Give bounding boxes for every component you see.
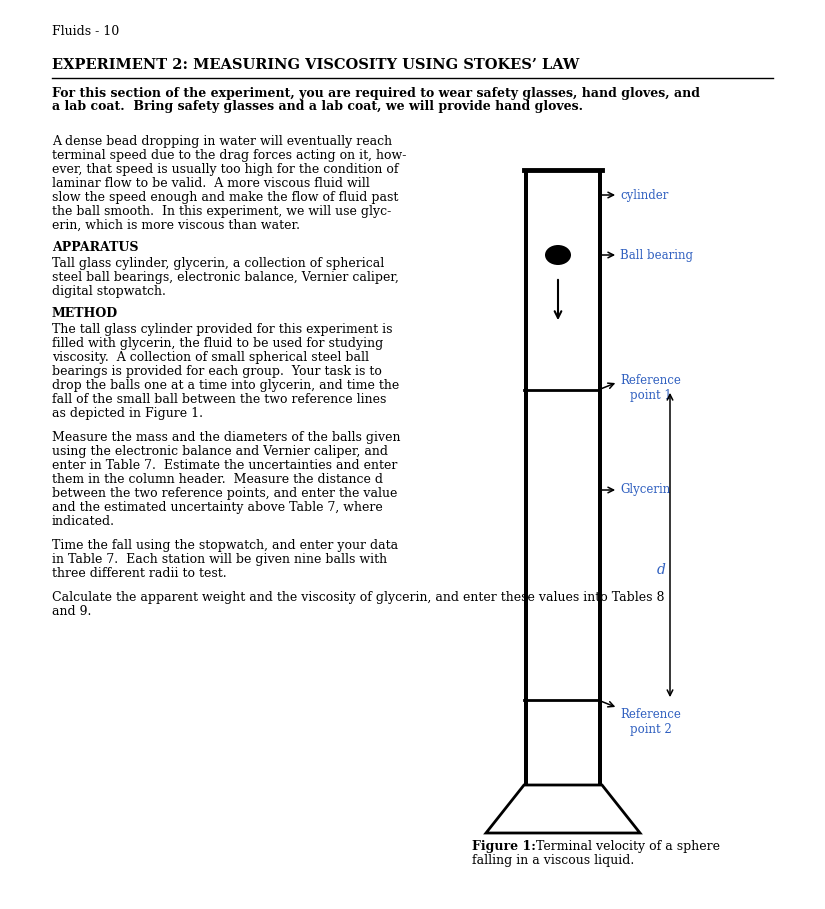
Text: Reference
point 2: Reference point 2 <box>620 708 681 736</box>
Text: digital stopwatch.: digital stopwatch. <box>52 285 166 298</box>
Text: The tall glass cylinder provided for this experiment is: The tall glass cylinder provided for thi… <box>52 323 393 336</box>
Text: drop the balls one at a time into glycerin, and time the: drop the balls one at a time into glycer… <box>52 379 399 392</box>
Text: Fluids - 10: Fluids - 10 <box>52 25 120 38</box>
Text: cylinder: cylinder <box>620 188 668 202</box>
Text: as depicted in Figure 1.: as depicted in Figure 1. <box>52 407 203 420</box>
Text: A dense bead dropping in water will eventually reach: A dense bead dropping in water will even… <box>52 135 392 148</box>
Text: bearings is provided for each group.  Your task is to: bearings is provided for each group. You… <box>52 365 382 378</box>
Text: EXPERIMENT 2: MEASURING VISCOSITY USING STOKES’ LAW: EXPERIMENT 2: MEASURING VISCOSITY USING … <box>52 58 579 72</box>
Text: a lab coat.  Bring safety glasses and a lab coat, we will provide hand gloves.: a lab coat. Bring safety glasses and a l… <box>52 100 583 113</box>
Text: Reference
point 1: Reference point 1 <box>620 374 681 402</box>
Text: laminar flow to be valid.  A more viscous fluid will: laminar flow to be valid. A more viscous… <box>52 177 370 190</box>
Text: For this section of the experiment, you are required to wear safety glasses, han: For this section of the experiment, you … <box>52 87 700 100</box>
Text: Ball bearing: Ball bearing <box>620 248 693 262</box>
Text: fall of the small ball between the two reference lines: fall of the small ball between the two r… <box>52 393 386 406</box>
Text: falling in a viscous liquid.: falling in a viscous liquid. <box>472 854 634 867</box>
Text: between the two reference points, and enter the value: between the two reference points, and en… <box>52 487 398 500</box>
Text: Calculate the apparent weight and the viscosity of glycerin, and enter these val: Calculate the apparent weight and the vi… <box>52 591 664 604</box>
Polygon shape <box>486 785 640 833</box>
Text: Tall glass cylinder, glycerin, a collection of spherical: Tall glass cylinder, glycerin, a collect… <box>52 257 384 270</box>
Text: and 9.: and 9. <box>52 605 92 618</box>
Text: using the electronic balance and Vernier caliper, and: using the electronic balance and Vernier… <box>52 445 388 458</box>
Text: METHOD: METHOD <box>52 307 118 320</box>
Text: three different radii to test.: three different radii to test. <box>52 567 227 580</box>
Text: indicated.: indicated. <box>52 515 115 528</box>
Text: Figure 1:: Figure 1: <box>472 840 536 853</box>
Text: filled with glycerin, the fluid to be used for studying: filled with glycerin, the fluid to be us… <box>52 337 384 350</box>
Text: the ball smooth.  In this experiment, we will use glyc-: the ball smooth. In this experiment, we … <box>52 205 391 218</box>
Text: Terminal velocity of a sphere: Terminal velocity of a sphere <box>532 840 720 853</box>
Text: Glycerin: Glycerin <box>620 484 670 496</box>
Text: slow the speed enough and make the flow of fluid past: slow the speed enough and make the flow … <box>52 191 398 204</box>
Text: steel ball bearings, electronic balance, Vernier caliper,: steel ball bearings, electronic balance,… <box>52 271 398 284</box>
Text: them in the column header.  Measure the distance d: them in the column header. Measure the d… <box>52 473 383 486</box>
Text: in Table 7.  Each station will be given nine balls with: in Table 7. Each station will be given n… <box>52 553 387 566</box>
Ellipse shape <box>545 245 571 265</box>
Text: Time the fall using the stopwatch, and enter your data: Time the fall using the stopwatch, and e… <box>52 539 398 552</box>
Text: enter in Table 7.  Estimate the uncertainties and enter: enter in Table 7. Estimate the uncertain… <box>52 459 398 472</box>
Text: APPARATUS: APPARATUS <box>52 241 139 254</box>
Text: and the estimated uncertainty above Table 7, where: and the estimated uncertainty above Tabl… <box>52 501 383 514</box>
Text: viscosity.  A collection of small spherical steel ball: viscosity. A collection of small spheric… <box>52 351 369 364</box>
Text: terminal speed due to the drag forces acting on it, how-: terminal speed due to the drag forces ac… <box>52 149 407 162</box>
Text: Measure the mass and the diameters of the balls given: Measure the mass and the diameters of th… <box>52 431 400 444</box>
Bar <box>524 170 528 785</box>
Text: erin, which is more viscous than water.: erin, which is more viscous than water. <box>52 219 300 232</box>
Bar <box>598 170 602 785</box>
Text: ever, that speed is usually too high for the condition of: ever, that speed is usually too high for… <box>52 163 398 176</box>
Text: d: d <box>657 563 666 577</box>
